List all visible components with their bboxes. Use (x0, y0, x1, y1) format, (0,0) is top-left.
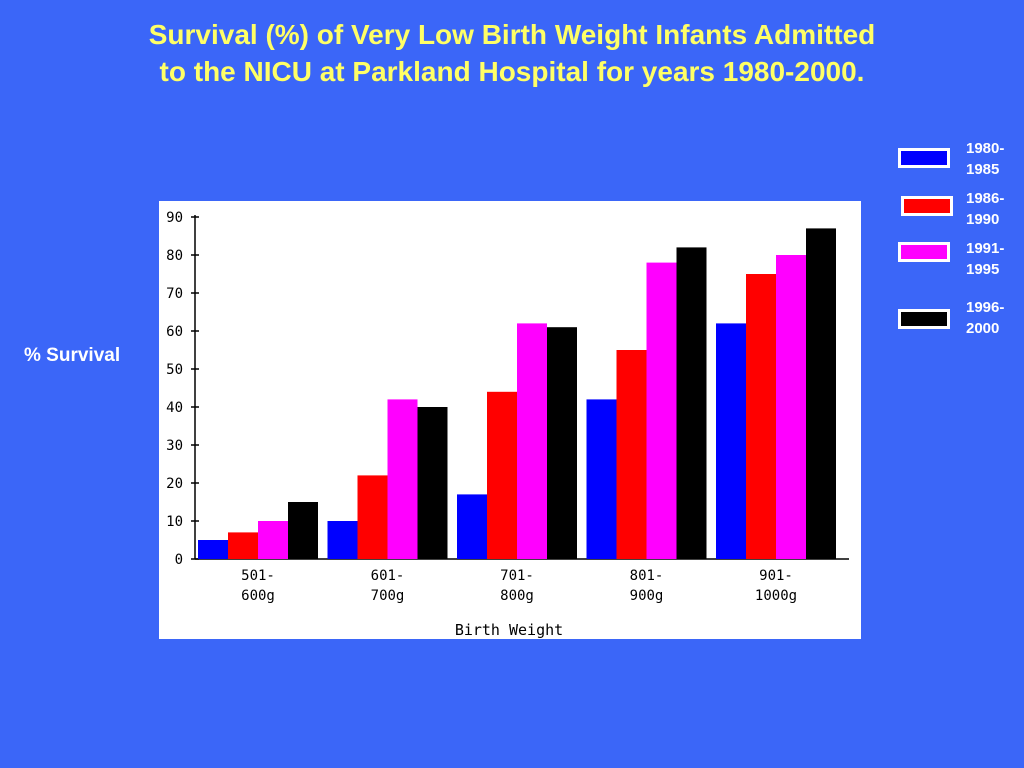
y-tick-label: 10 (166, 514, 183, 530)
x-tick-label: 700g (371, 588, 405, 604)
bar-1996-2000-901-1000g (806, 228, 836, 559)
bar-1986-1990-501-600g (228, 532, 258, 559)
legend-label: 1980- 1985 (966, 140, 1005, 178)
bar-1980-1985-801-900g (586, 399, 617, 559)
x-tick-label: 900g (630, 588, 664, 604)
bar-1980-1985-701-800g (457, 494, 487, 559)
bar-1986-1990-801-900g (616, 350, 647, 559)
x-tick-label: 600g (241, 588, 275, 604)
bar-1991-1995-801-900g (646, 262, 677, 559)
chart-title: Survival (%) of Very Low Birth Weight In… (0, 16, 1024, 90)
bar-1991-1995-601-700g (387, 399, 418, 559)
chart-title-line-1: Survival (%) of Very Low Birth Weight In… (148, 19, 876, 50)
bar-1996-2000-501-600g (288, 502, 318, 559)
x-tick-label: 1000g (755, 588, 797, 604)
y-tick-label: 20 (166, 476, 183, 492)
legend-label: 1986- 1990 (966, 190, 1005, 228)
y-tick-label: 40 (166, 400, 183, 416)
legend-swatch (898, 148, 950, 168)
bar-1991-1995-701-800g (517, 323, 547, 559)
y-axis-label: % Survival (24, 345, 121, 366)
legend-swatch (901, 196, 953, 216)
bar-1980-1985-501-600g (198, 540, 228, 559)
bar-1996-2000-801-900g (676, 247, 707, 559)
x-axis-label: Birth Weight (455, 621, 563, 639)
legend-label: 1991- 1995 (966, 240, 1005, 278)
bar-chart: 0 10 20 30 40 50 60 70 80 90 501- 600g 601- 700g 701- 8… (166, 210, 849, 639)
x-tick-label: 601- (371, 568, 405, 584)
y-tick-label: 30 (166, 438, 183, 454)
y-tick-label: 60 (166, 324, 183, 340)
chart-panel: 0 10 20 30 40 50 60 70 80 90 501- 600g 601- 700g 701- 8… (159, 201, 861, 639)
bar-1986-1990-701-800g (487, 391, 517, 559)
bar-1986-1990-601-700g (357, 475, 388, 559)
bar-1996-2000-701-800g (547, 327, 577, 559)
bar-1980-1985-601-700g (327, 521, 358, 559)
legend-label: 1996- 2000 (966, 299, 1005, 337)
bar-1980-1985-901-1000g (716, 323, 746, 559)
legend-swatch (898, 309, 950, 329)
bar-1986-1990-901-1000g (746, 274, 776, 559)
y-tick-label: 90 (166, 210, 183, 226)
chart-title-line-2: to the NICU at Parkland Hospital for yea… (159, 56, 865, 87)
bar-1996-2000-601-700g (417, 407, 448, 559)
x-tick-label: 801- (630, 568, 664, 584)
y-tick-label: 50 (166, 362, 183, 378)
legend-swatch (898, 242, 950, 262)
bar-1991-1995-501-600g (258, 521, 288, 559)
y-tick-label: 80 (166, 248, 183, 264)
x-tick-label: 800g (500, 588, 534, 604)
bar-1991-1995-901-1000g (776, 255, 806, 559)
x-tick-label: 701- (500, 568, 534, 584)
y-tick-label: 70 (166, 286, 183, 302)
y-tick-label: 0 (175, 552, 183, 568)
x-tick-label: 901- (759, 568, 793, 584)
x-tick-label: 501- (241, 568, 275, 584)
